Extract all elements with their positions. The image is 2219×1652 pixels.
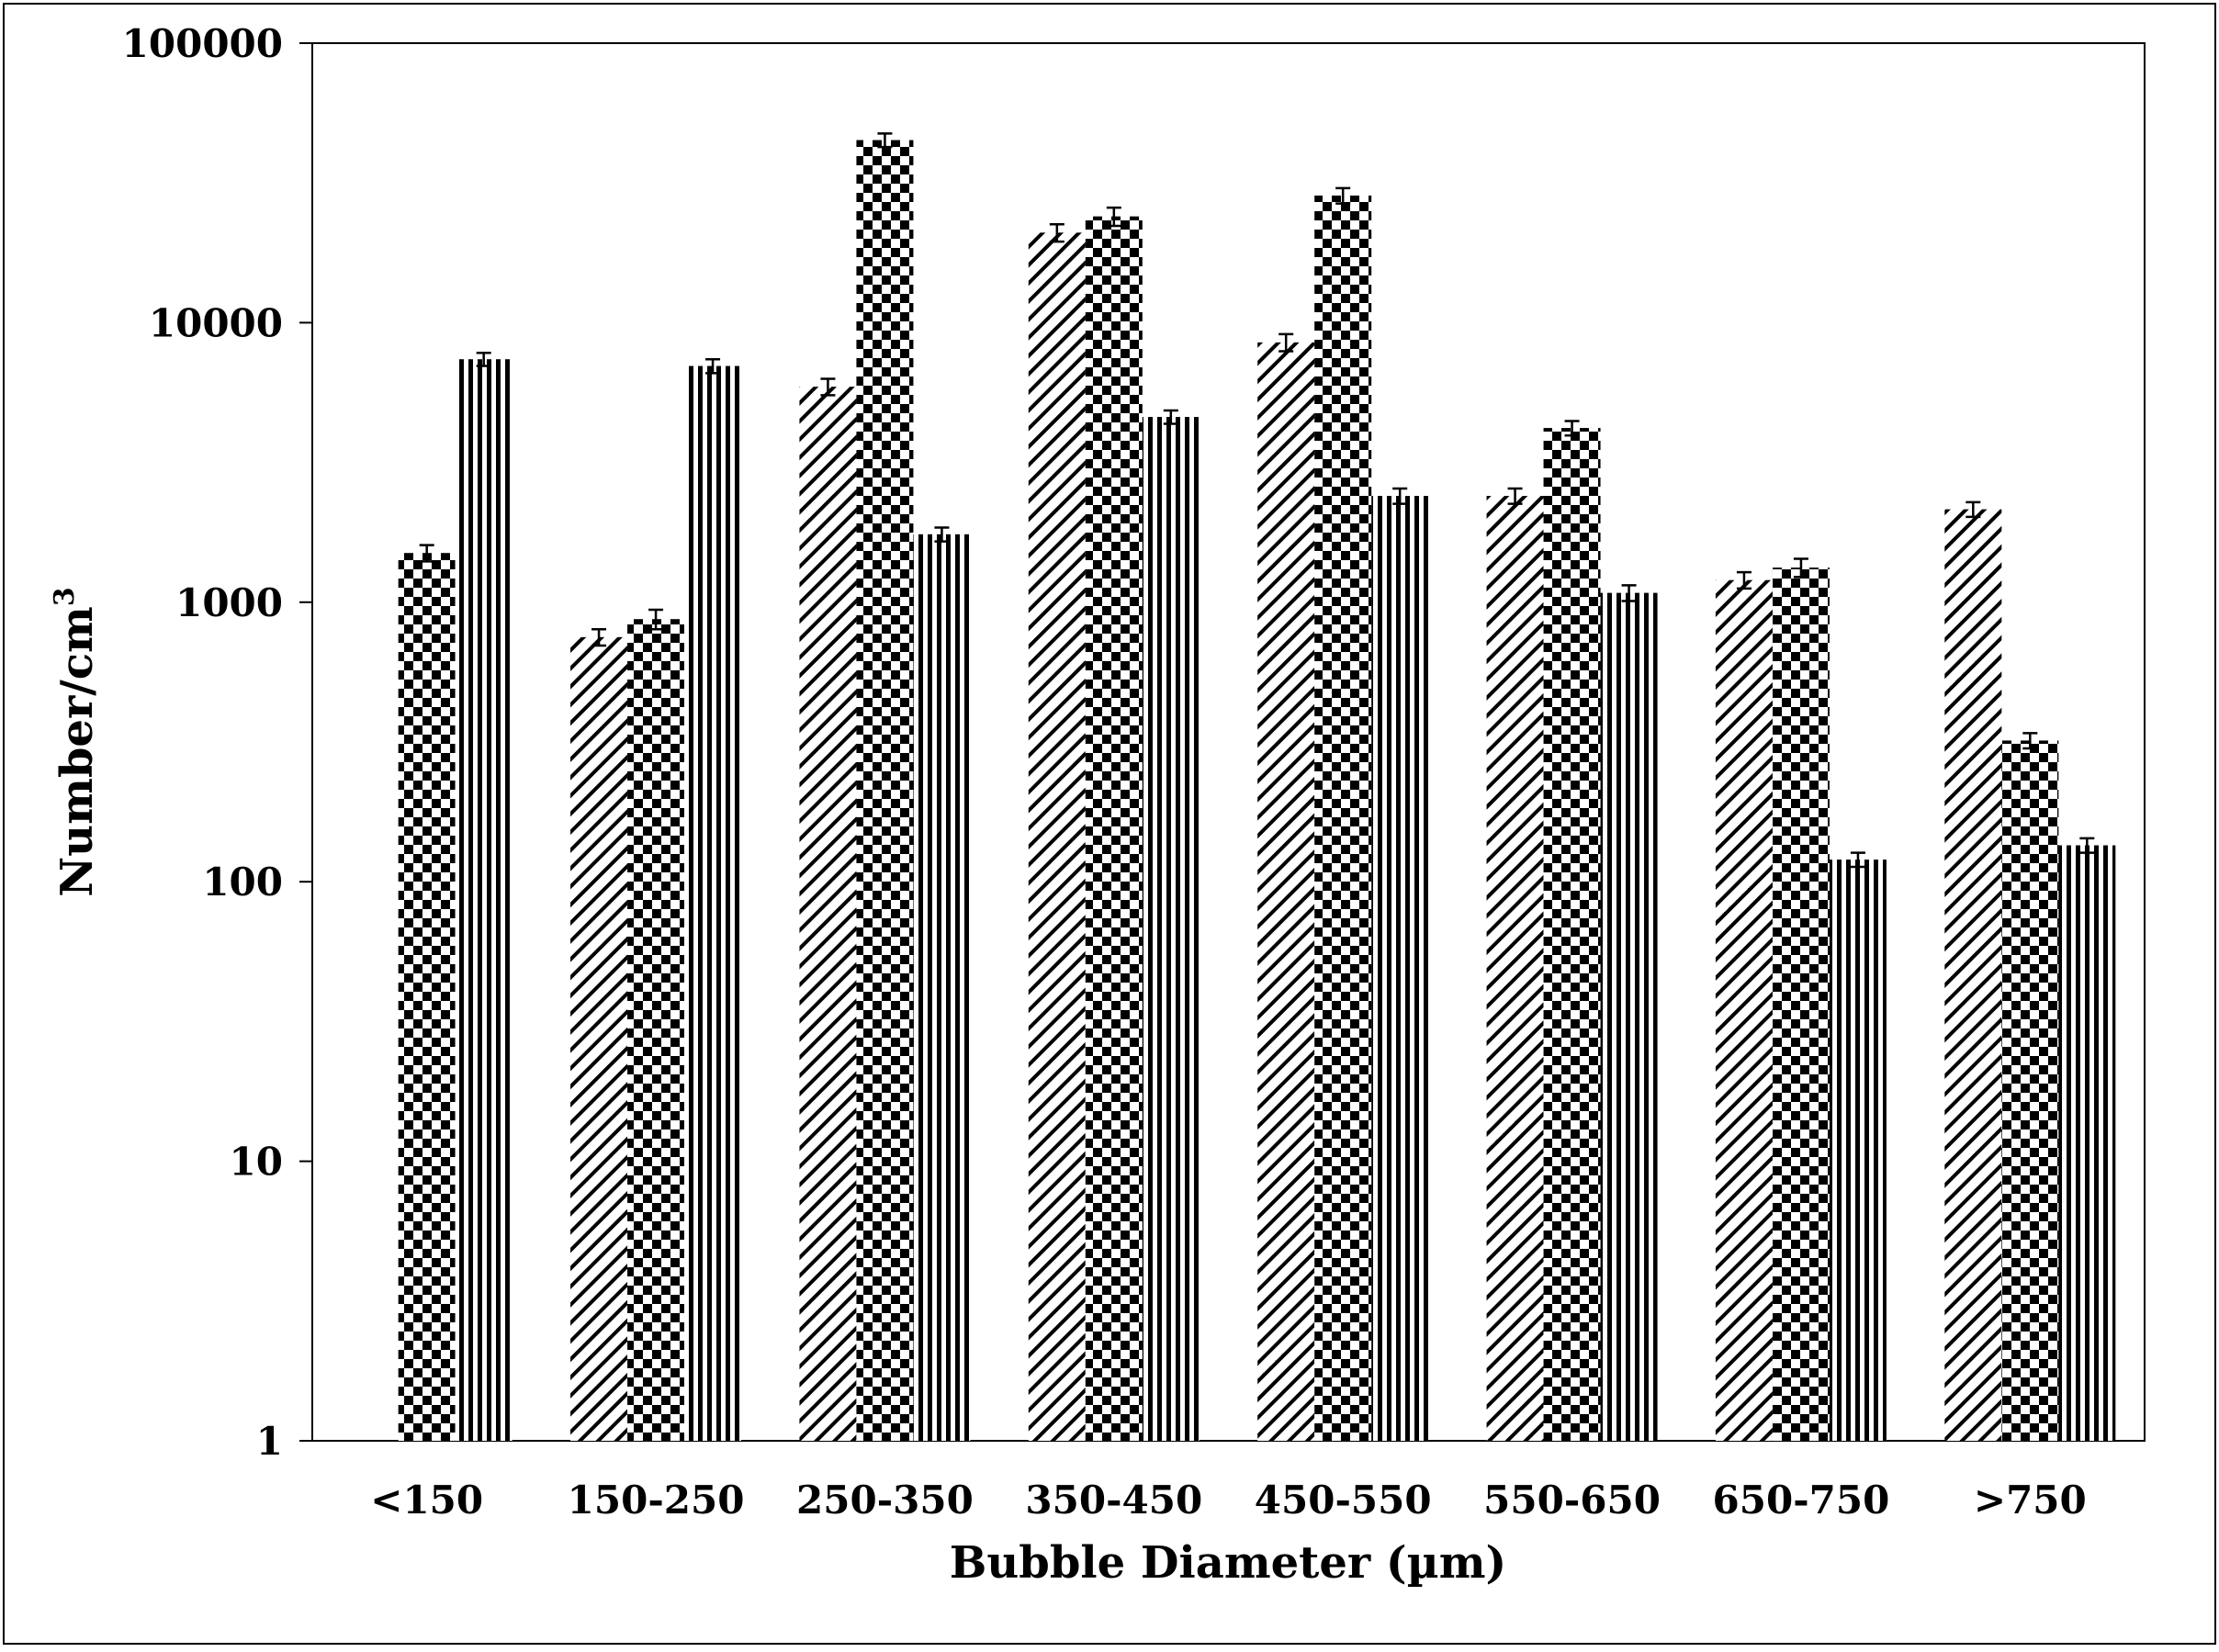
bar-series-3-2 (684, 365, 742, 1442)
bar-series-3-4 (1142, 417, 1200, 1441)
y-axis-title-main: Number/cm (51, 606, 103, 897)
y-tick-label: 1 (256, 1419, 283, 1464)
bar-series-3-7 (1829, 860, 1887, 1441)
x-axis-title: Bubble Diameter (µm) (950, 1537, 1506, 1589)
bar-series-1-5 (1257, 342, 1315, 1441)
error-bars (419, 132, 2095, 869)
error-bar-series-1-2 (591, 628, 607, 647)
error-bar-series-3-1 (476, 351, 491, 367)
error-bar-series-2-6 (1564, 420, 1580, 437)
bar-series-2-7 (1772, 568, 1830, 1441)
bar-series-1-8 (1944, 509, 2002, 1441)
bar-series-3-3 (913, 534, 971, 1441)
x-tick-label: 450-550 (1255, 1478, 1432, 1523)
error-bar-series-1-3 (820, 377, 836, 397)
bar-series-1-7 (1715, 579, 1773, 1441)
error-bar-series-3-7 (1850, 851, 1865, 869)
error-bar-series-1-8 (1966, 500, 1981, 519)
error-bar-series-3-2 (705, 357, 721, 375)
bar-series-2-1 (398, 553, 456, 1441)
x-tick-label: <150 (370, 1478, 483, 1523)
error-bar-series-3-8 (2079, 837, 2095, 854)
bar-series-2-2 (627, 619, 685, 1441)
bar-series-1-4 (1028, 232, 1086, 1442)
error-bar-series-2-1 (419, 544, 434, 563)
x-tick-label: 250-350 (796, 1478, 974, 1523)
x-tick-label: 650-750 (1713, 1478, 1890, 1523)
error-bar-series-2-5 (1335, 186, 1351, 205)
error-bar-series-1-7 (1736, 570, 1752, 590)
bars (398, 140, 2116, 1442)
x-tick-label: 550-650 (1483, 1478, 1661, 1523)
error-bar-series-2-2 (648, 608, 664, 631)
bar-series-3-8 (2058, 845, 2116, 1441)
error-bar-series-1-6 (1507, 487, 1523, 505)
error-bar-series-2-3 (877, 132, 893, 149)
y-tick-label: 10000 (149, 300, 283, 345)
y-axis: 1 10 100 1000 10000 100000 (122, 21, 312, 1464)
y-tick-label: 1000 (175, 580, 283, 625)
error-bar-series-3-3 (934, 526, 950, 543)
error-bar-series-3-4 (1163, 409, 1178, 425)
y-axis-title: Number/cm3 (49, 587, 103, 896)
error-bar-series-2-8 (2022, 732, 2038, 750)
error-bar-series-3-6 (1621, 584, 1637, 602)
error-bar-series-2-7 (1793, 557, 1808, 579)
y-axis-title-superscript: 3 (49, 587, 81, 606)
bar-series-3-6 (1600, 592, 1658, 1441)
plot-area-frame (311, 42, 2146, 1442)
bar-series-1-2 (570, 636, 628, 1441)
bar-series-2-6 (1543, 428, 1601, 1442)
error-bar-series-2-4 (1106, 206, 1121, 228)
y-tick-label: 10 (230, 1140, 283, 1185)
bar-series-2-3 (856, 140, 914, 1441)
x-tick-label: 150-250 (568, 1478, 745, 1523)
error-bar-series-1-5 (1278, 332, 1294, 353)
x-tick-label: 350-450 (1025, 1478, 1202, 1523)
error-bar-series-3-5 (1392, 487, 1408, 505)
x-axis: <150 150-250 250-350 350-450 450-550 550-650 6… (370, 1478, 2087, 1523)
y-tick-label: 100000 (122, 21, 283, 66)
bar-series-1-3 (799, 387, 857, 1442)
x-tick-label: >750 (1974, 1478, 2087, 1523)
bar-series-2-5 (1314, 195, 1372, 1442)
bar-series-1-6 (1486, 496, 1544, 1441)
bar-series-2-8 (2001, 740, 2059, 1441)
bar-series-3-5 (1371, 496, 1429, 1441)
error-bar-series-1-4 (1049, 222, 1064, 243)
y-tick-label: 100 (202, 860, 283, 905)
bar-series-2-4 (1085, 216, 1143, 1441)
bar-series-3-1 (455, 359, 513, 1442)
